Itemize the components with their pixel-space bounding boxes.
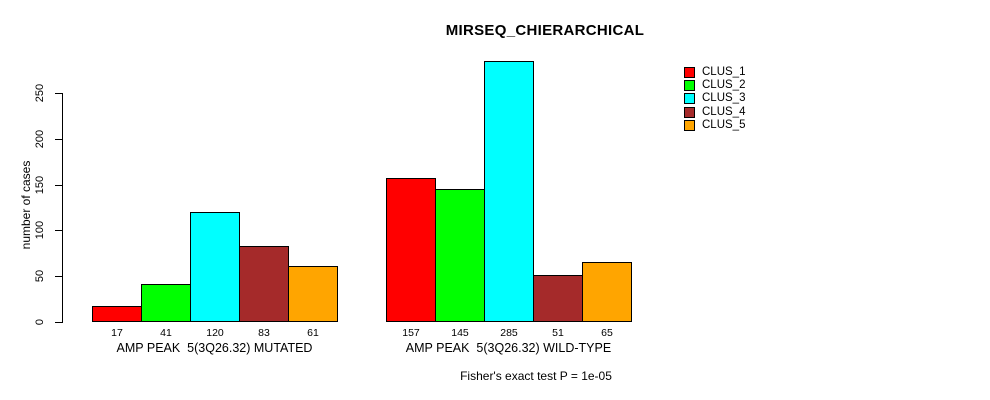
y-axis-tick xyxy=(55,276,62,277)
y-axis-tick xyxy=(55,93,62,94)
legend-label: CLUS_3 xyxy=(702,92,746,105)
legend-label: CLUS_1 xyxy=(702,66,746,78)
bar-value-label: 65 xyxy=(601,327,613,339)
y-axis-tick xyxy=(55,230,62,231)
y-axis-tick-label: 250 xyxy=(34,83,46,103)
legend-label: CLUS_2 xyxy=(702,79,746,92)
legend-item-clus_5: CLUS_5 xyxy=(684,119,745,132)
bar-value-label: 120 xyxy=(206,327,224,339)
bar-clus_1-group1 xyxy=(92,306,142,322)
bar-clus_3-group2 xyxy=(484,61,534,322)
legend-swatch-icon xyxy=(684,106,695,118)
y-axis-tick-label: 0 xyxy=(34,318,46,326)
legend-swatch-icon xyxy=(684,119,695,131)
bar-clus_3-group1 xyxy=(190,212,240,322)
bar-clus_5-group1 xyxy=(288,266,338,322)
y-axis-tick xyxy=(55,322,62,323)
bar-clus_1-group2 xyxy=(386,178,436,322)
legend-swatch-icon xyxy=(684,80,695,92)
legend-item-clus_1: CLUS_1 xyxy=(684,66,745,79)
y-axis-tick-label: 200 xyxy=(34,129,46,149)
y-axis-label: number of cases xyxy=(19,160,33,250)
bar-clus_2-group1 xyxy=(141,284,191,322)
legend-swatch-icon xyxy=(684,67,695,78)
legend-label: CLUS_4 xyxy=(702,105,746,118)
y-axis-tick-label: 150 xyxy=(34,175,46,195)
x-axis-group-label: AMP PEAK 5(3Q26.32) WILD-TYPE xyxy=(405,341,612,355)
y-axis-tick xyxy=(55,139,62,140)
bar-value-label: 51 xyxy=(552,327,564,339)
legend-label: CLUS_5 xyxy=(702,118,746,131)
bar-value-label: 41 xyxy=(160,327,172,339)
chart-title: MIRSEQ_CHIERARCHICAL xyxy=(445,22,645,39)
legend-item-clus_2: CLUS_2 xyxy=(684,79,745,92)
legend-item-clus_3: CLUS_3 xyxy=(684,92,745,105)
bar-value-label: 285 xyxy=(500,327,518,339)
bar-value-label: 157 xyxy=(402,327,420,339)
y-axis-tick-label: 100 xyxy=(34,220,46,240)
y-axis-tick xyxy=(55,185,62,186)
bar-clus_5-group2 xyxy=(582,262,632,322)
footnote-text: Fisher's exact test P = 1e-05 xyxy=(460,369,612,383)
bar-value-label: 17 xyxy=(111,327,123,339)
legend-item-clus_4: CLUS_4 xyxy=(684,106,745,119)
y-axis-line xyxy=(62,93,63,323)
bar-clus_4-group1 xyxy=(239,246,289,322)
bar-value-label: 83 xyxy=(258,327,270,339)
bar-value-label: 145 xyxy=(451,327,469,339)
y-axis-tick-label: 50 xyxy=(34,269,46,283)
legend-swatch-icon xyxy=(684,93,695,105)
bar-clus_2-group2 xyxy=(435,189,485,322)
bar-value-label: 61 xyxy=(307,327,319,339)
x-axis-group-label: AMP PEAK 5(3Q26.32) MUTATED xyxy=(116,341,313,355)
bar-clus_4-group2 xyxy=(533,275,583,322)
